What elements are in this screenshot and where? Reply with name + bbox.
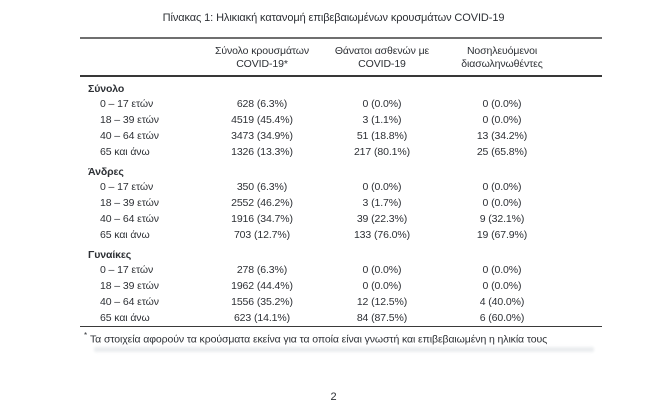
page-number: 2 bbox=[330, 391, 337, 403]
row-age-label: 18 – 39 ετών bbox=[100, 114, 159, 126]
intubated-cell: 0 (0.0%) bbox=[482, 98, 522, 110]
column-header-line: Σύνολο κρουσμάτων bbox=[214, 45, 310, 57]
header-corner-cell bbox=[80, 41, 202, 75]
deaths-cell: 3 (1.1%) bbox=[362, 114, 402, 126]
deaths-cell: 39 (22.3%) bbox=[356, 213, 408, 225]
table-row: 18 – 39 ετών 2552 (46.2%) 3 (1.7%) 0 (0.0%) bbox=[80, 195, 602, 211]
column-header-line: Θάνατοι ασθενών με bbox=[334, 45, 430, 57]
faded-artifact-line bbox=[94, 347, 594, 352]
cases-cell: 1916 (34.7%) bbox=[231, 213, 293, 225]
cases-cell: 1556 (35.2%) bbox=[231, 296, 293, 308]
column-header-line: διασωληνωθέντες bbox=[461, 58, 543, 70]
row-age-label: 40 – 64 ετών bbox=[100, 296, 159, 308]
table-row: 0 – 17 ετών 628 (6.3%) 0 (0.0%) 0 (0.0%) bbox=[80, 96, 602, 112]
cases-cell: 623 (14.1%) bbox=[233, 312, 291, 324]
deaths-cell: 51 (18.8%) bbox=[356, 130, 408, 142]
table-row: 40 – 64 ετών 1556 (35.2%) 12 (12.5%) 4 (40.… bbox=[80, 294, 602, 310]
section-label: Γυναίκες bbox=[88, 249, 132, 261]
table-row: 65 και άνω 623 (14.1%) 84 (87.5%) 6 (60.0%) bbox=[80, 310, 602, 326]
table-row: 0 – 17 ετών 278 (6.3%) 0 (0.0%) 0 (0.0%) bbox=[80, 262, 602, 278]
row-age-label: 40 – 64 ετών bbox=[100, 213, 159, 225]
row-age-label: 18 – 39 ετών bbox=[100, 197, 159, 209]
cases-cell: 2552 (46.2%) bbox=[231, 197, 293, 209]
deaths-cell: 0 (0.0%) bbox=[362, 264, 402, 276]
cases-cell: 4519 (45.4%) bbox=[231, 114, 293, 126]
cases-cell: 278 (6.3%) bbox=[236, 264, 288, 276]
deaths-cell: 0 (0.0%) bbox=[362, 181, 402, 193]
deaths-cell: 0 (0.0%) bbox=[362, 98, 402, 110]
section-label: Σύνολο bbox=[88, 83, 125, 95]
intubated-cell: 0 (0.0%) bbox=[482, 114, 522, 126]
column-header-intubated: Νοσηλευόμενοι διασωληνωθέντες bbox=[442, 41, 562, 75]
table-body: Σύνολο 0 – 17 ετών 628 (6.3%) 0 (0.0%) 0 (0.… bbox=[80, 77, 602, 327]
row-age-label: 65 και άνω bbox=[100, 229, 150, 241]
cases-cell: 3473 (34.9%) bbox=[231, 130, 293, 142]
intubated-cell: 6 (60.0%) bbox=[479, 312, 525, 324]
row-age-label: 0 – 17 ετών bbox=[100, 181, 154, 193]
row-age-label: 65 και άνω bbox=[100, 312, 150, 324]
table-row: 40 – 64 ετών 1916 (34.7%) 39 (22.3%) 9 (32.… bbox=[80, 211, 602, 227]
column-header-total-cases: Σύνολο κρουσμάτων COVID-19* bbox=[202, 41, 322, 75]
cases-cell: 350 (6.3%) bbox=[236, 181, 288, 193]
table-row: 18 – 39 ετών 4519 (45.4%) 3 (1.1%) 0 (0.0%) bbox=[80, 112, 602, 128]
table-title: Πίνακας 1: Ηλικιακή κατανομή επιβεβαιωμέ… bbox=[162, 12, 505, 24]
row-age-label: 40 – 64 ετών bbox=[100, 130, 159, 142]
intubated-cell: 4 (40.0%) bbox=[479, 296, 525, 308]
covid-age-distribution-table: Σύνολο κρουσμάτων COVID-19* Θάνατοι ασθε… bbox=[80, 37, 602, 327]
header-spacer bbox=[562, 41, 602, 75]
table-footnote: * Τα στοιχεία αφορούν τα κρούσματα εκείνα… bbox=[84, 329, 606, 347]
footnote-text: Τα στοιχεία αφορούν τα κρούσματα εκείνα … bbox=[90, 333, 548, 346]
table-row: 18 – 39 ετών 1962 (44.4%) 0 (0.0%) 0 (0.0%) bbox=[80, 278, 602, 294]
table-row: 40 – 64 ετών 3473 (34.9%) 51 (18.8%) 13 (34… bbox=[80, 128, 602, 144]
deaths-cell: 12 (12.5%) bbox=[356, 296, 408, 308]
intubated-cell: 0 (0.0%) bbox=[482, 280, 522, 292]
table-header-row: Σύνολο κρουσμάτων COVID-19* Θάνατοι ασθε… bbox=[80, 37, 602, 77]
deaths-cell: 84 (87.5%) bbox=[356, 312, 408, 324]
deaths-cell: 3 (1.7%) bbox=[362, 197, 402, 209]
cases-cell: 1962 (44.4%) bbox=[231, 280, 293, 292]
intubated-cell: 19 (67.9%) bbox=[476, 229, 528, 241]
intubated-cell: 9 (32.1%) bbox=[479, 213, 525, 225]
deaths-cell: 217 (80.1%) bbox=[353, 146, 411, 158]
deaths-cell: 133 (76.0%) bbox=[353, 229, 411, 241]
intubated-cell: 0 (0.0%) bbox=[482, 264, 522, 276]
row-age-label: 65 και άνω bbox=[100, 146, 150, 158]
table-row: 65 και άνω 1326 (13.3%) 217 (80.1%) 25 (65.… bbox=[80, 144, 602, 160]
intubated-cell: 13 (34.2%) bbox=[476, 130, 528, 142]
intubated-cell: 25 (65.8%) bbox=[476, 146, 528, 158]
table-row: 65 και άνω 703 (12.7%) 133 (76.0%) 19 (67.9… bbox=[80, 227, 602, 243]
section-label: Άνδρες bbox=[88, 166, 124, 178]
deaths-cell: 0 (0.0%) bbox=[362, 280, 402, 292]
footnote-asterisk: * bbox=[84, 331, 88, 340]
cases-cell: 1326 (13.3%) bbox=[231, 146, 293, 158]
intubated-cell: 0 (0.0%) bbox=[482, 197, 522, 209]
intubated-cell: 0 (0.0%) bbox=[482, 181, 522, 193]
row-age-label: 18 – 39 ετών bbox=[100, 280, 159, 292]
row-age-label: 0 – 17 ετών bbox=[100, 98, 154, 110]
column-header-deaths: Θάνατοι ασθενών με COVID-19 bbox=[322, 41, 442, 75]
column-header-line: COVID-19* bbox=[236, 58, 288, 70]
cases-cell: 703 (12.7%) bbox=[233, 229, 291, 241]
row-age-label: 0 – 17 ετών bbox=[100, 264, 154, 276]
cases-cell: 628 (6.3%) bbox=[236, 98, 288, 110]
table-row: 0 – 17 ετών 350 (6.3%) 0 (0.0%) 0 (0.0%) bbox=[80, 179, 602, 195]
column-header-line: COVID-19 bbox=[358, 58, 406, 70]
column-header-line: Νοσηλευόμενοι bbox=[466, 45, 538, 57]
